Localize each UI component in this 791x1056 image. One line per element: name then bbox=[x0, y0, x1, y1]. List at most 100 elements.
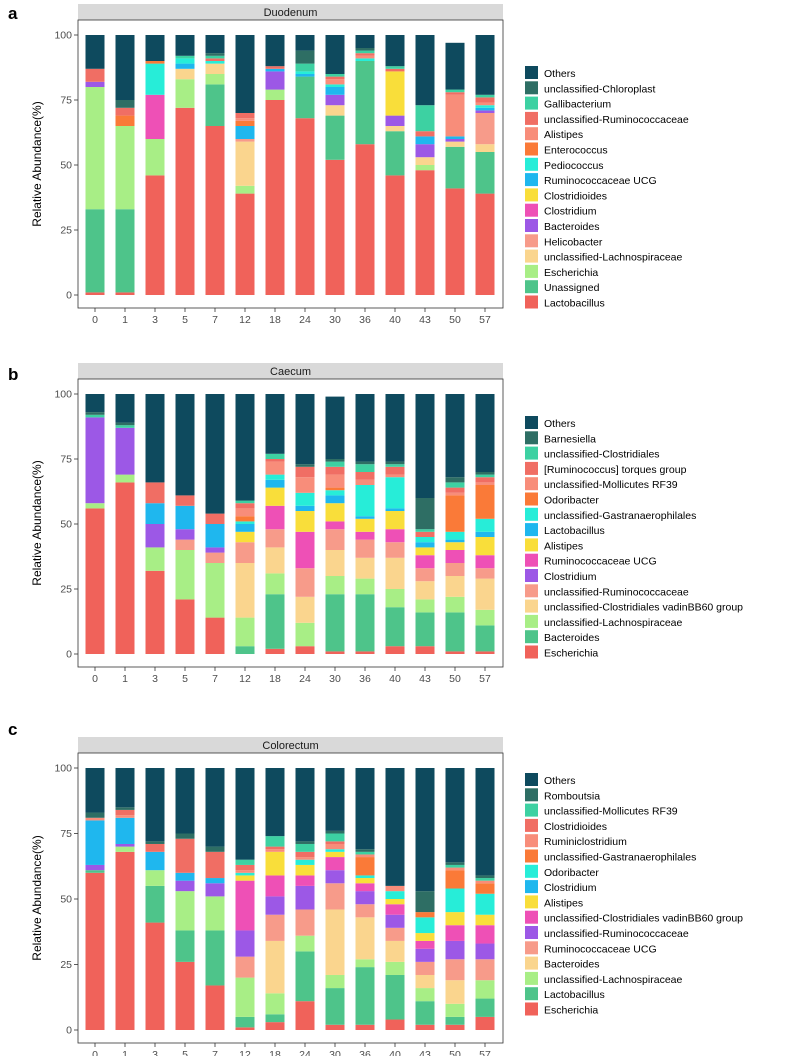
bar-segment bbox=[295, 596, 315, 623]
bar-segment bbox=[325, 76, 345, 80]
bar-segment bbox=[265, 394, 285, 454]
x-tick-label: 12 bbox=[239, 1049, 251, 1056]
bar-segment bbox=[385, 974, 405, 1020]
legend-swatch bbox=[525, 803, 538, 817]
bar-segment bbox=[295, 909, 315, 936]
bar-segment bbox=[115, 846, 135, 852]
bar-segment bbox=[325, 461, 345, 467]
legend-swatch bbox=[525, 971, 538, 985]
bar-segment bbox=[415, 498, 435, 530]
bar-segment bbox=[85, 503, 105, 509]
bar-segment bbox=[205, 394, 225, 514]
bar-segment bbox=[235, 35, 255, 113]
bar-segment bbox=[235, 768, 255, 860]
legend-label: Ruminococcaceae UCG bbox=[544, 175, 657, 187]
bar-segment bbox=[295, 76, 315, 119]
bar-segment bbox=[265, 993, 285, 1015]
bar-segment bbox=[355, 48, 375, 51]
bar-segment bbox=[475, 35, 495, 95]
bar-segment bbox=[415, 547, 435, 556]
bar-segment bbox=[385, 914, 405, 928]
legend-swatch bbox=[525, 941, 538, 955]
bar-segment bbox=[235, 141, 255, 186]
x-tick-label: 36 bbox=[359, 1049, 371, 1056]
bar-segment bbox=[205, 985, 225, 1030]
bar-segment bbox=[145, 175, 165, 295]
bar-segment bbox=[445, 768, 465, 863]
bar-segment bbox=[325, 474, 345, 488]
bar-segment bbox=[415, 917, 435, 934]
bar-segment bbox=[235, 503, 255, 509]
bar-segment bbox=[295, 851, 315, 858]
legend-label: Others bbox=[544, 68, 576, 80]
bar-segment bbox=[235, 139, 255, 142]
bar-segment bbox=[235, 617, 255, 647]
bar-segment bbox=[445, 482, 465, 488]
bar-segment bbox=[415, 131, 435, 137]
legend-swatch bbox=[525, 599, 538, 613]
bar-segment bbox=[235, 542, 255, 563]
bar-segment bbox=[205, 84, 225, 126]
legend-swatch bbox=[525, 630, 538, 644]
bar-segment bbox=[415, 568, 435, 582]
bar-segment bbox=[265, 846, 285, 850]
bar-segment bbox=[145, 503, 165, 524]
bar-segment bbox=[145, 841, 165, 844]
legend-label: Alistipes bbox=[544, 897, 583, 909]
bar-segment bbox=[445, 394, 465, 478]
plot-border bbox=[77, 752, 504, 1044]
bar-segment bbox=[355, 539, 375, 558]
bar-segment bbox=[415, 961, 435, 975]
x-tick-label: 18 bbox=[269, 314, 281, 326]
bar-segment bbox=[475, 474, 495, 478]
bar-segment bbox=[475, 914, 495, 926]
y-tick-label: 50 bbox=[60, 519, 72, 531]
bar-segment bbox=[85, 412, 105, 415]
bar-segment bbox=[265, 474, 285, 480]
bar-segment bbox=[205, 563, 225, 618]
bar-segment bbox=[355, 557, 375, 579]
bar-segment bbox=[325, 87, 345, 95]
bar-segment bbox=[355, 144, 375, 295]
bar-segment bbox=[355, 58, 375, 61]
bar-segment bbox=[85, 292, 105, 295]
legend-label: unclassified-Ruminococcaceae bbox=[544, 114, 689, 126]
legend-label: unclassified-Lachnospiraceae bbox=[544, 617, 682, 629]
y-tick-label: 50 bbox=[60, 160, 72, 172]
bar-segment bbox=[385, 899, 405, 905]
bar-segment bbox=[415, 170, 435, 295]
legend-label: unclassified-Lachnospiraceae bbox=[544, 252, 682, 264]
bar-segment bbox=[295, 1001, 315, 1030]
bar-segment bbox=[265, 89, 285, 100]
bar-segment bbox=[205, 55, 225, 59]
bar-segment bbox=[325, 651, 345, 654]
bar-segment bbox=[115, 422, 135, 426]
bar-segment bbox=[115, 427, 135, 475]
bar-segment bbox=[235, 118, 255, 121]
bar-segment bbox=[85, 872, 105, 1030]
bar-segment bbox=[235, 516, 255, 522]
bar-segment bbox=[355, 461, 375, 465]
bar-segment bbox=[325, 909, 345, 975]
bar-segment bbox=[145, 922, 165, 1030]
bar-segment bbox=[205, 547, 225, 553]
bar-segment bbox=[325, 79, 345, 85]
bar-segment bbox=[385, 115, 405, 126]
bar-segment bbox=[385, 646, 405, 654]
y-axis-label: Relative Abundance(%) bbox=[30, 460, 44, 585]
bar-segment bbox=[295, 622, 315, 647]
legend-label: unclassified-Mollicutes RF39 bbox=[544, 806, 678, 818]
bar-segment bbox=[325, 849, 345, 852]
bar-segment bbox=[295, 857, 315, 860]
legend-label: Odoribacter bbox=[544, 867, 599, 879]
bar-segment bbox=[265, 851, 285, 876]
bar-segment bbox=[355, 967, 375, 1025]
legend-label: Ruminococcaceae UCG bbox=[544, 943, 657, 955]
bar-segment bbox=[415, 531, 435, 537]
bar-segment bbox=[175, 838, 195, 873]
bar-segment bbox=[115, 807, 135, 810]
bar-segment bbox=[475, 609, 495, 626]
